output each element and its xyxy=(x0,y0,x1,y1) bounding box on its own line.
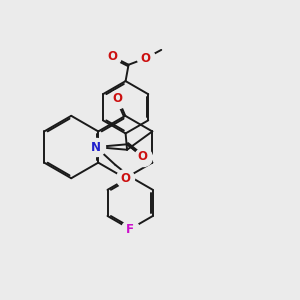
Text: O: O xyxy=(137,150,148,163)
Text: F: F xyxy=(126,223,134,236)
Text: N: N xyxy=(91,140,101,154)
Text: O: O xyxy=(141,52,151,65)
Text: O: O xyxy=(120,172,130,185)
Text: O: O xyxy=(113,92,123,105)
Text: O: O xyxy=(107,50,117,63)
